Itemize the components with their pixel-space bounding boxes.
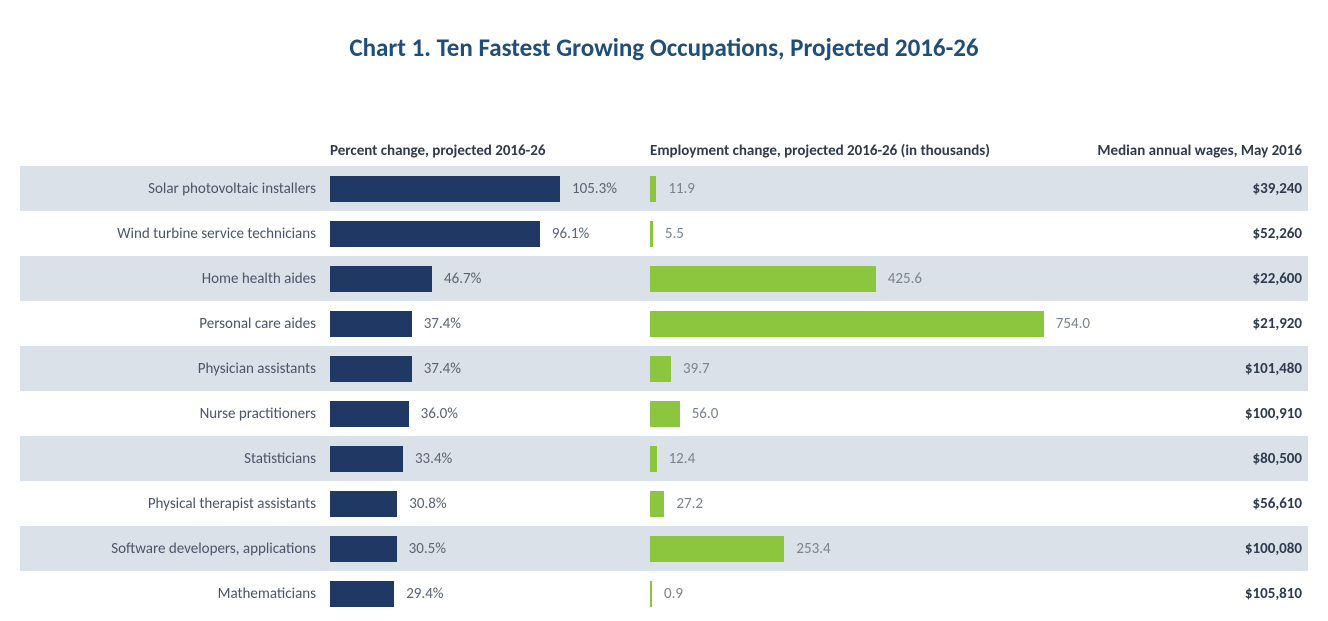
- occupation-label: Physical therapist assistants: [20, 495, 330, 513]
- employment-bar: [650, 536, 784, 562]
- employment-value: 27.2: [664, 495, 703, 513]
- percent-value: 96.1%: [540, 225, 589, 243]
- percent-cell: 29.4%: [330, 581, 650, 607]
- wage-value: $100,910: [1090, 405, 1308, 423]
- percent-cell: 30.8%: [330, 491, 650, 517]
- employment-cell: 5.5: [650, 221, 1090, 247]
- percent-value: 30.5%: [397, 540, 446, 558]
- wage-value: $52,260: [1090, 225, 1308, 243]
- percent-bar: [330, 401, 409, 427]
- employment-value: 425.6: [876, 270, 922, 288]
- table-row: Statisticians 33.4% 12.4 $80,500: [20, 436, 1308, 481]
- table-row: Physician assistants 37.4% 39.7 $101,480: [20, 346, 1308, 391]
- percent-value: 46.7%: [432, 270, 481, 288]
- employment-value: 5.5: [653, 225, 684, 243]
- percent-cell: 30.5%: [330, 536, 650, 562]
- occupation-label: Solar photovoltaic installers: [20, 180, 330, 198]
- percent-cell: 105.3%: [330, 176, 650, 202]
- percent-bar: [330, 176, 560, 202]
- header-percent: Percent change, projected 2016-26: [330, 142, 650, 160]
- table-row: Nurse practitioners 36.0% 56.0 $100,910: [20, 391, 1308, 436]
- employment-cell: 27.2: [650, 491, 1090, 517]
- wage-value: $80,500: [1090, 450, 1308, 468]
- header-employment: Employment change, projected 2016-26 (in…: [650, 142, 1090, 160]
- percent-bar: [330, 581, 394, 607]
- employment-cell: 56.0: [650, 401, 1090, 427]
- percent-bar: [330, 221, 540, 247]
- percent-cell: 46.7%: [330, 266, 650, 292]
- percent-value: 36.0%: [409, 405, 458, 423]
- wage-value: $105,810: [1090, 585, 1308, 603]
- percent-bar: [330, 491, 397, 517]
- employment-value: 253.4: [784, 540, 830, 558]
- employment-bar: [650, 356, 671, 382]
- percent-bar: [330, 356, 412, 382]
- table-row: Personal care aides 37.4% 754.0$21,920: [20, 301, 1308, 346]
- percent-bar: [330, 446, 403, 472]
- percent-cell: 96.1%: [330, 221, 650, 247]
- employment-bar: [650, 491, 664, 517]
- wage-value: $22,600: [1090, 270, 1308, 288]
- percent-bar: [330, 536, 397, 562]
- occupation-label: Home health aides: [20, 270, 330, 288]
- wage-value: $101,480: [1090, 360, 1308, 378]
- table-row: Wind turbine service technicians 96.1% 5.5…: [20, 211, 1308, 256]
- header-wages: Median annual wages, May 2016: [1090, 142, 1308, 160]
- data-rows: Solar photovoltaic installers 105.3% 11.9 $…: [20, 166, 1308, 616]
- employment-cell: 425.6: [650, 266, 1090, 292]
- percent-cell: 33.4%: [330, 446, 650, 472]
- column-headers: Percent change, projected 2016-26 Employ…: [20, 112, 1308, 160]
- percent-value: 105.3%: [560, 180, 617, 198]
- occupation-label: Software developers, applications: [20, 540, 330, 558]
- employment-value: 11.9: [656, 180, 695, 198]
- employment-value: 39.7: [671, 360, 710, 378]
- table-row: Home health aides 46.7% 425.6 $22,600: [20, 256, 1308, 301]
- wage-value: $100,080: [1090, 540, 1308, 558]
- wage-value: $56,610: [1090, 495, 1308, 513]
- wage-value: $39,240: [1090, 180, 1308, 198]
- percent-bar: [330, 311, 412, 337]
- occupation-label: Wind turbine service technicians: [20, 225, 330, 243]
- table-row: Solar photovoltaic installers 105.3% 11.9 $…: [20, 166, 1308, 211]
- occupation-label: Statisticians: [20, 450, 330, 468]
- table-row: Physical therapist assistants 30.8% 27.2 $5…: [20, 481, 1308, 526]
- employment-cell: 754.0: [650, 311, 1090, 337]
- employment-cell: 12.4: [650, 446, 1090, 472]
- wage-value: $21,920: [1090, 315, 1308, 333]
- percent-cell: 37.4%: [330, 356, 650, 382]
- occupation-label: Personal care aides: [20, 315, 330, 333]
- employment-bar: [650, 446, 657, 472]
- employment-bar: [650, 266, 876, 292]
- occupation-label: Physician assistants: [20, 360, 330, 378]
- table-row: Software developers, applications 30.5% 25…: [20, 526, 1308, 571]
- table-row: Mathematicians 29.4% 0.9 $105,810: [20, 571, 1308, 616]
- employment-bar: [650, 401, 680, 427]
- employment-bar: [650, 311, 1044, 337]
- employment-value: 56.0: [680, 405, 719, 423]
- chart-title: Chart 1. Ten Fastest Growing Occupations…: [0, 0, 1328, 91]
- employment-cell: 0.9: [650, 581, 1090, 607]
- percent-bar: [330, 266, 432, 292]
- percent-cell: 37.4%: [330, 311, 650, 337]
- employment-value: 754.0: [1044, 315, 1090, 333]
- percent-value: 33.4%: [403, 450, 452, 468]
- percent-value: 30.8%: [397, 495, 446, 513]
- employment-cell: 39.7: [650, 356, 1090, 382]
- percent-value: 29.4%: [394, 585, 443, 603]
- percent-value: 37.4%: [412, 315, 461, 333]
- occupation-label: Mathematicians: [20, 585, 330, 603]
- occupation-label: Nurse practitioners: [20, 405, 330, 423]
- chart-grid: Percent change, projected 2016-26 Employ…: [20, 112, 1308, 616]
- percent-value: 37.4%: [412, 360, 461, 378]
- employment-value: 12.4: [657, 450, 696, 468]
- employment-cell: 253.4: [650, 536, 1090, 562]
- employment-cell: 11.9: [650, 176, 1090, 202]
- percent-cell: 36.0%: [330, 401, 650, 427]
- employment-value: 0.9: [652, 585, 683, 603]
